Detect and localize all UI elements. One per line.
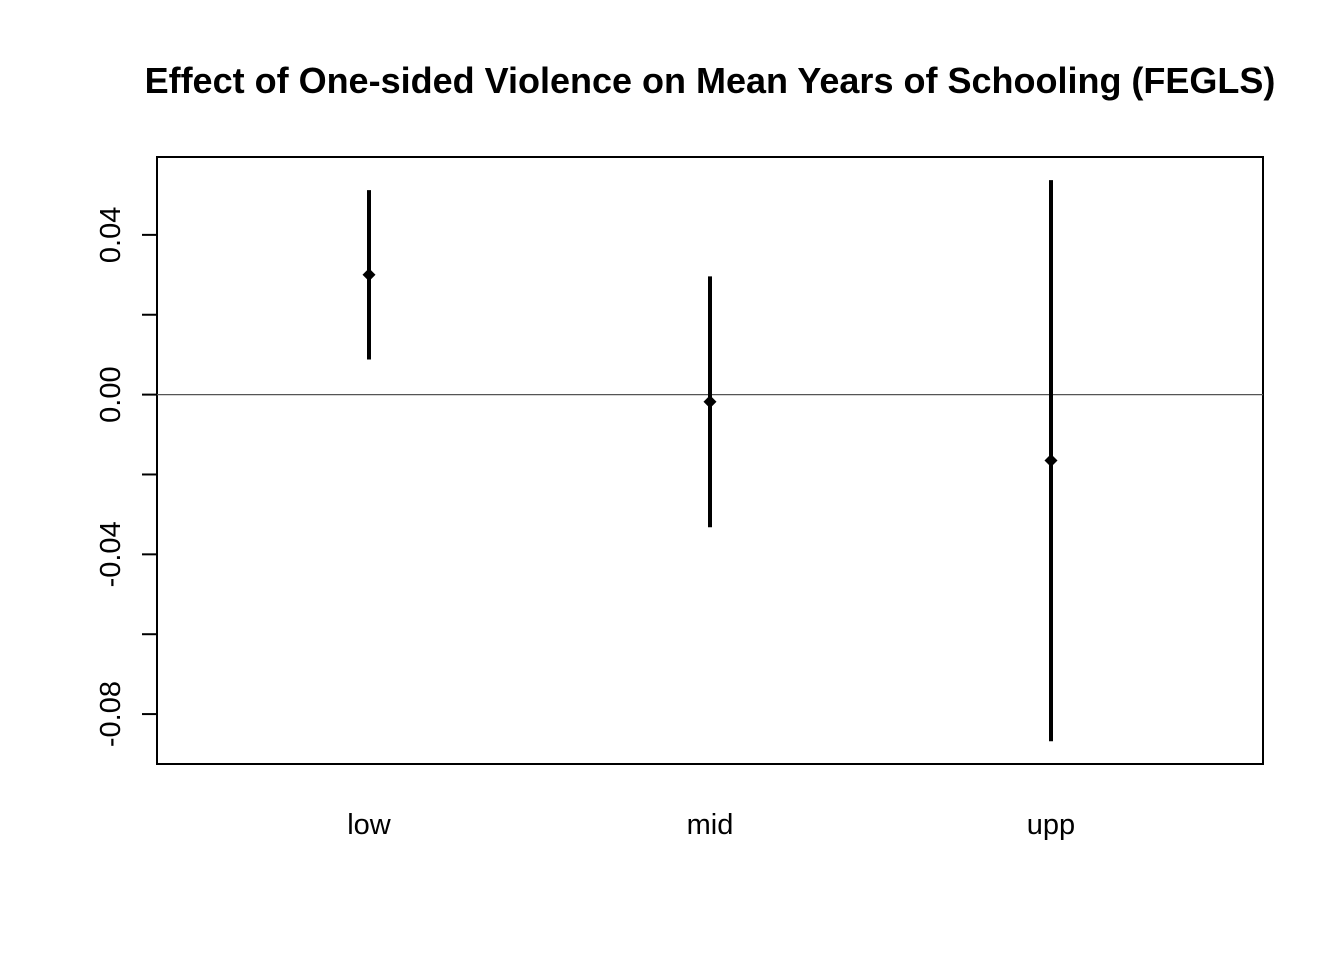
y-tick-label: -0.08	[95, 681, 127, 747]
y-axis: -0.08 -0.04 0.00 0.04	[95, 207, 157, 747]
plot-frame	[156, 156, 1264, 765]
x-tick-label-low: low	[347, 809, 392, 841]
x-tick-label-mid: mid	[687, 809, 734, 841]
y-tick-label: 0.00	[95, 366, 127, 422]
x-axis-labels: low mid upp	[347, 809, 1075, 841]
error-bars	[362, 180, 1058, 742]
point-estimate-upp	[1044, 454, 1058, 467]
chart-title: Effect of One-sided Violence on Mean Yea…	[145, 60, 1276, 101]
y-tick-label: -0.04	[95, 521, 127, 587]
x-tick-label-upp: upp	[1027, 809, 1075, 841]
point-estimate-low	[362, 268, 376, 282]
point-estimate-mid	[703, 395, 717, 409]
y-tick-label: 0.04	[95, 207, 127, 263]
